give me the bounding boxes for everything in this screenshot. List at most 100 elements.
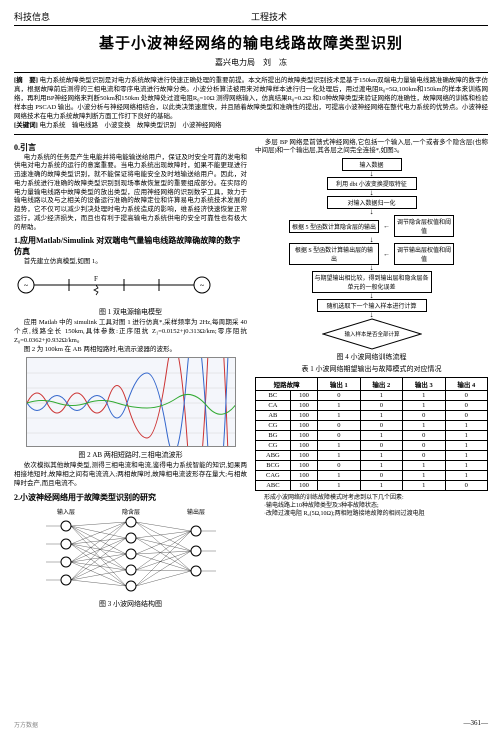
section-2-head: 2.小波神经网络用于故障类型识别的研究 (14, 492, 247, 503)
table-cell: 100 (290, 421, 317, 431)
table-cell: 1 (403, 421, 445, 431)
table-cell: 1 (318, 471, 360, 481)
header-left: 科技信息 (14, 10, 50, 23)
section-1-head: 1.应用Matlab/Simulink 对双端电气量输电线路故障确故障的数字仿真 (14, 235, 247, 257)
table-header-row: 短路故障 输出 1 输出 2 输出 3 输出 4 (256, 378, 488, 391)
svg-text:~: ~ (200, 281, 205, 290)
table-cell: 0 (445, 391, 488, 401)
table-cell: 100 (290, 411, 317, 421)
table-cell: 100 (290, 461, 317, 471)
right-footer: 形成小波网络的训练故障模式时考虑到以下几个因素: ·输电线路上10种故障类型及3… (255, 495, 488, 518)
table-cell: 0 (318, 391, 360, 401)
table-row: CAG1001011 (256, 471, 488, 481)
page-number: —361— (464, 719, 489, 727)
flow-side2: 调节输出层权值和阈值 (394, 243, 454, 265)
table-cell: 0 (318, 431, 360, 441)
flow-b5: 根据 S 型函数计算输出层的输出 (289, 243, 379, 265)
section-0-head: 0.引言 (14, 142, 247, 153)
figure-2-caption: 图 2 AB 两相短路时,三相电流波形 (14, 450, 247, 460)
table-cell: CA (256, 401, 291, 411)
th: 输出 2 (360, 378, 402, 391)
footer-l3: ·改障过渡电阻 R₀(5Ω,10Ω);两相短路接地故障的相间过渡电阻 (255, 511, 488, 519)
table-cell: 1 (318, 481, 360, 491)
intro-p2: 首先建立仿真模型,如图 1。 (14, 258, 247, 267)
th: 输出 4 (445, 378, 488, 391)
right-column: 多层 BP 网络是前馈式神经网络,它包括一个输入层,一个或者多个隐含层(也称中间… (255, 139, 488, 611)
table-cell: 100 (290, 391, 317, 401)
flow-b6: 与期望输出相比较，得到输出层和隐含层各单元的一般化误差 (312, 271, 432, 293)
abstract-label: [摘 要] (14, 77, 38, 84)
svg-text:隐含层: 隐含层 (121, 508, 139, 516)
p3: 应用 Matlab 中的 simulink 工具对图 1 进行仿真*,采样频率为… (14, 319, 247, 345)
table-cell: 100 (290, 431, 317, 441)
table-1: 短路故障 输出 1 输出 2 输出 3 输出 4 BC1000110CA1001… (255, 377, 488, 491)
table-cell: 1 (445, 461, 488, 471)
table-cell: 1 (445, 441, 488, 451)
table-row: BG1000101 (256, 431, 488, 441)
table-cell: 0 (445, 481, 488, 491)
table-cell: BC (256, 391, 291, 401)
table-row: BCG1000111 (256, 461, 488, 471)
table-cell: 1 (403, 391, 445, 401)
abstract-text: 电力系统故障类型识别是对电力系统故障进行快速正确处理的重要前提。本文所提出的故障… (14, 77, 488, 120)
table-cell: BCG (256, 461, 291, 471)
table-cell: 0 (318, 421, 360, 431)
svg-text:输出层: 输出层 (186, 508, 204, 516)
figure-2-waveform (26, 357, 236, 447)
th: 短路故障 (256, 378, 318, 391)
paper-title: 基于小波神经网络的输电线路故障类型识别 (14, 32, 488, 53)
table-row: ABC1001110 (256, 481, 488, 491)
table-cell: 0 (445, 401, 488, 411)
abstract-box: [摘 要] 电力系统故障类型识别是对电力系统故障进行快速正确处理的重要前提。本文… (14, 72, 488, 135)
paper-authors: 嘉兴电力局 刘 冻 (14, 57, 488, 68)
table-cell: 1 (360, 451, 402, 461)
p4: 依次模拟其他故障类型,测得三相电流和电流,鉴得电力系统智能的知识,如果两相接地短… (14, 462, 247, 488)
arrow-icon: ← (383, 222, 390, 230)
watermark: 万方数据 (14, 720, 38, 729)
header-center: 工程技术 (251, 10, 287, 23)
table-cell: CG (256, 441, 291, 451)
table-cell: 1 (318, 441, 360, 451)
table-row: AB1001100 (256, 411, 488, 421)
footer-l1: 形成小波网络的训练故障模式时考虑到以下几个因素: (255, 495, 488, 503)
table-cell: 0 (403, 411, 445, 421)
table-cell: 1 (318, 451, 360, 461)
table-row: BC1000110 (256, 391, 488, 401)
table-row: ABG1001101 (256, 451, 488, 461)
table-cell: 0 (360, 471, 402, 481)
table-cell: ABG (256, 451, 291, 461)
table-cell: 0 (403, 451, 445, 461)
table-cell: 0 (403, 431, 445, 441)
table-cell: CAG (256, 471, 291, 481)
figure-1-caption: 图 1 双电源输电模型 (14, 307, 247, 317)
figure-3-network: 输入层 隐含层 输出层 (36, 506, 226, 596)
flow-diamond: 输入样本是否全部计算 (322, 318, 422, 350)
table-cell: 100 (290, 481, 317, 491)
th: 输出 1 (318, 378, 360, 391)
table-row: CG1000011 (256, 421, 488, 431)
table-cell: 0 (360, 441, 402, 451)
left-column: 0.引言 电力系统的任务是产生电能并将电能输送给用户，保证及时安全可靠的发电和供… (14, 139, 247, 611)
table-cell: 100 (290, 451, 317, 461)
table-cell: 0 (360, 401, 402, 411)
table-cell: CG (256, 421, 291, 431)
table-cell: 1 (445, 471, 488, 481)
table-cell: 1 (318, 401, 360, 411)
table-cell: 1 (360, 391, 402, 401)
table-cell: 1 (445, 421, 488, 431)
page-header: 科技信息 工程技术 (14, 10, 488, 26)
table-cell: 1 (318, 411, 360, 421)
figure-4-flowchart: 输入数据 ↓ 利用 dbt 小波变换提取特征 ↓ 对输入数据归一化 ↓ 根据 5… (272, 158, 472, 350)
table-cell: 100 (290, 441, 317, 451)
table-cell: 0 (318, 461, 360, 471)
table-cell: 1 (403, 401, 445, 411)
table-cell: 1 (360, 411, 402, 421)
footer-l2: ·输电线路上10种故障类型及3种非故障状态; (255, 503, 488, 511)
table-cell: 0 (403, 441, 445, 451)
table-1-caption: 表 1 小波网络期望输出与故障模式的对应情况 (255, 364, 488, 374)
keywords-label: [关键词] (14, 122, 38, 129)
svg-text:F: F (94, 275, 98, 283)
table-row: CA1001010 (256, 401, 488, 411)
table-cell: 0 (445, 411, 488, 421)
keywords-text: 电力系统 输电线路 小波变换 故障类型识别 小波神经网络 (39, 122, 221, 129)
